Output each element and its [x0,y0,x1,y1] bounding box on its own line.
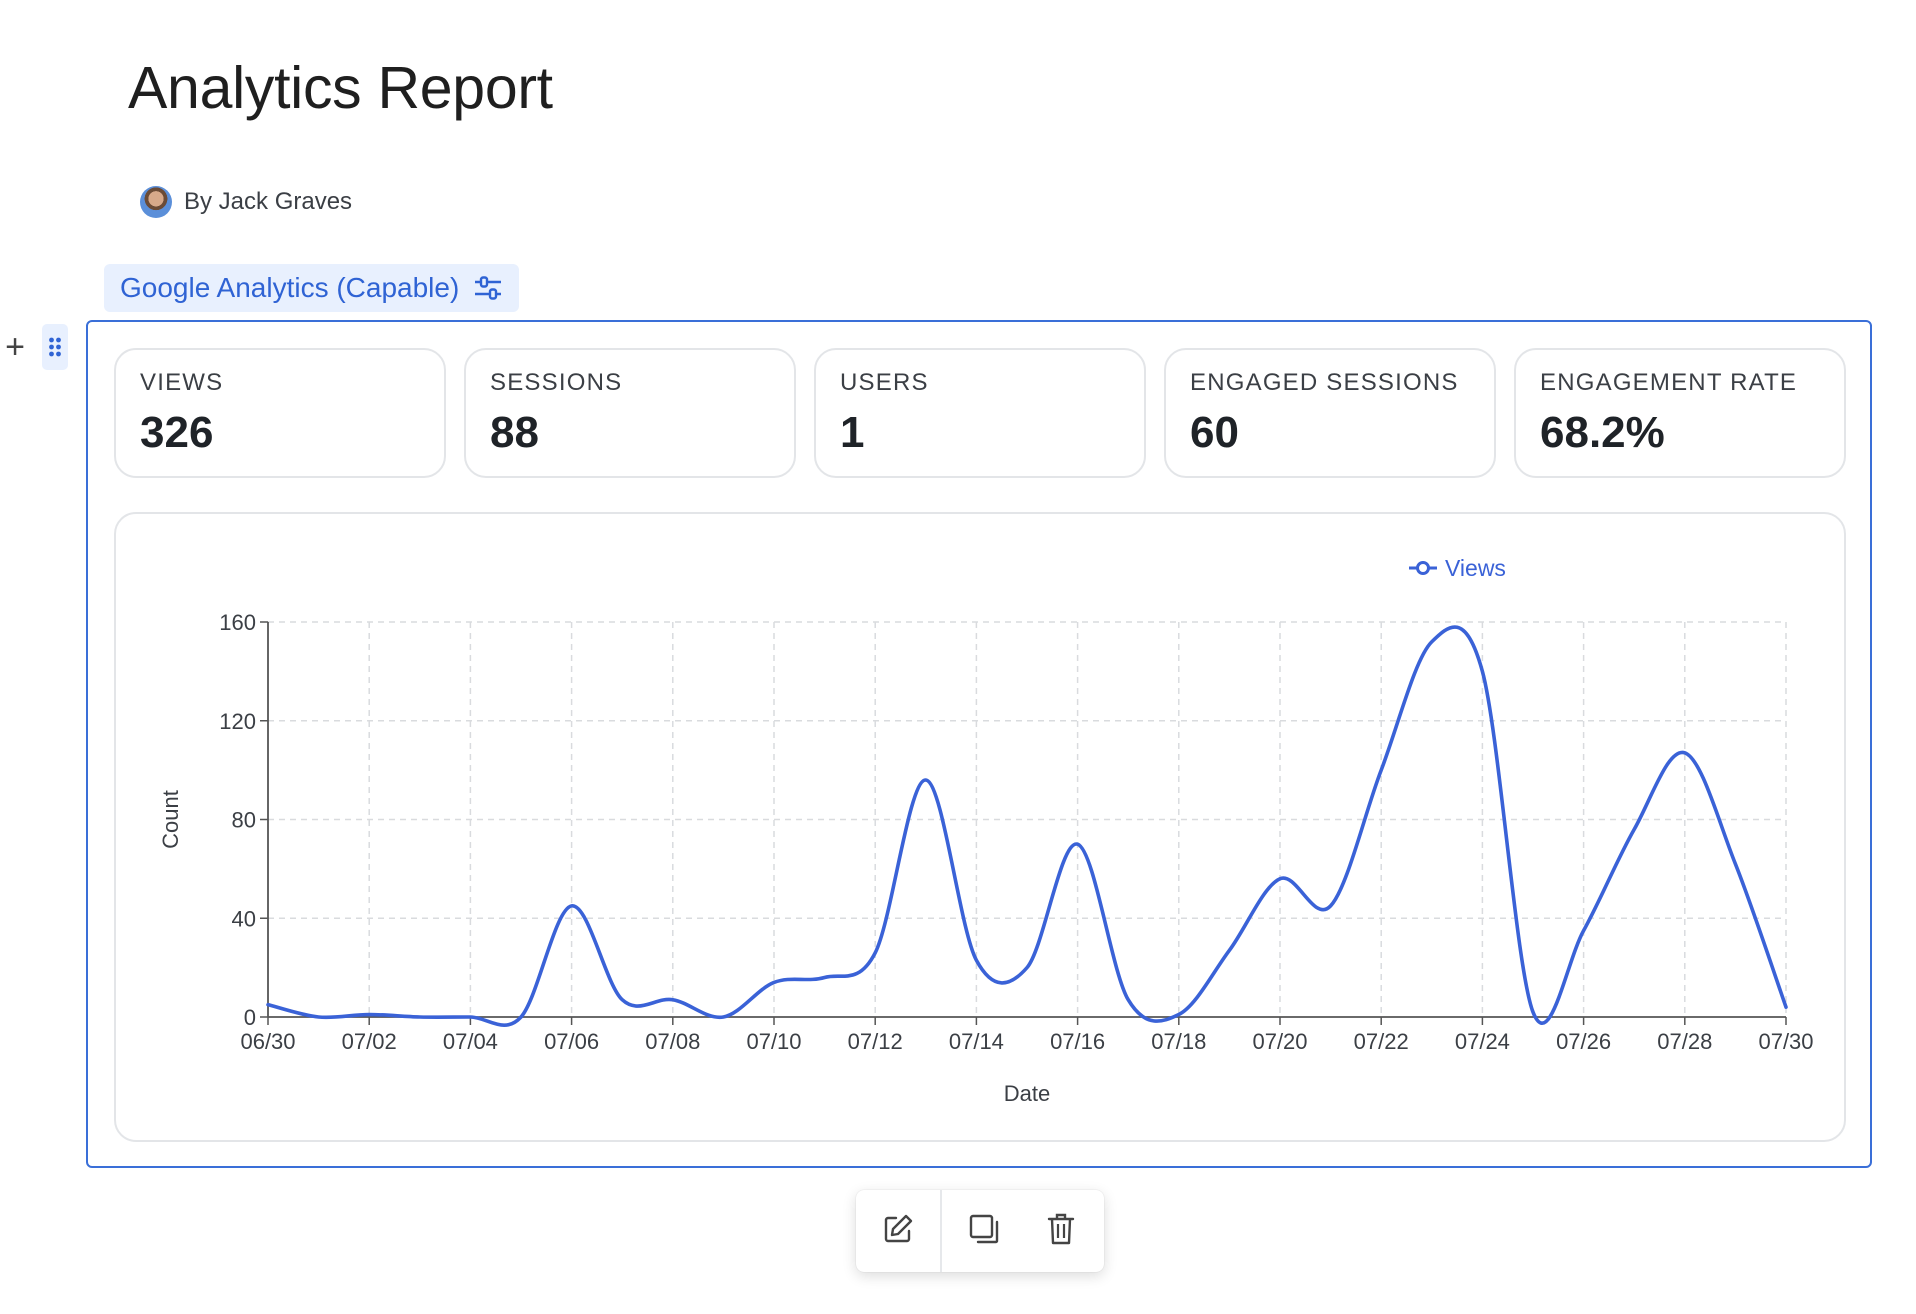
metric-card-views: VIEWS 326 [114,348,446,478]
y-tick-label: 40 [232,906,256,931]
plus-icon[interactable]: + [5,328,25,366]
metric-label: VIEWS [140,369,224,396]
delete-button[interactable] [1028,1190,1094,1272]
edit-button[interactable] [856,1190,942,1272]
y-tick-label: 80 [232,808,256,833]
x-tick-label: 07/22 [1354,1029,1409,1054]
x-tick-label: 07/04 [443,1029,498,1054]
x-tick-label: 07/28 [1657,1029,1712,1054]
x-tick-label: 07/06 [544,1029,599,1054]
data-source-chip[interactable]: Google Analytics (Capable) [104,264,520,312]
x-tick-label: 07/24 [1455,1029,1510,1054]
drag-handle-icon[interactable] [42,324,68,370]
duplicate-button[interactable] [942,1190,1028,1272]
y-axis-label: Count [158,790,183,849]
edit-icon [881,1212,915,1251]
metric-card-users: USERS 1 [814,348,1146,478]
x-tick-label: 07/18 [1151,1029,1206,1054]
x-tick-label: 07/12 [848,1029,903,1054]
x-tick-label: 07/30 [1758,1029,1813,1054]
metric-label: ENGAGED SESSIONS [1190,369,1459,396]
metric-cards: VIEWS 326 SESSIONS 88 USERS 1 ENGAGED SE… [114,348,1846,478]
metric-value: 88 [490,408,539,457]
views-line-chart: 06/30 07/02 07/04 07/06 07/08 07/10 07/12 07/14… [158,555,1814,1106]
x-tick-label: 07/20 [1252,1029,1307,1054]
metric-card-engagement-rate: ENGAGEMENT RATE 68.2% [1514,348,1846,478]
x-tick-label: 07/02 [342,1029,397,1054]
legend-marker [1416,561,1430,575]
metric-value: 326 [140,408,214,457]
views-chart-card: 06/30 07/02 07/04 07/06 07/08 07/10 07/12 07/14… [114,512,1846,1142]
block-toolbar [856,1190,1104,1272]
sliders-icon[interactable] [473,275,503,301]
metric-label: USERS [840,369,929,396]
x-tick-label: 06/30 [240,1029,295,1054]
y-tick-label: 0 [244,1005,256,1030]
legend-label-views: Views [1445,555,1506,581]
y-tick-label: 160 [219,610,256,635]
trash-icon [1046,1212,1076,1251]
page-title: Analytics Report [128,55,553,121]
metric-label: SESSIONS [490,369,623,396]
x-tick-label: 07/16 [1050,1029,1105,1054]
author-name: By Jack Graves [184,188,353,215]
block-side-tools: + [0,324,68,370]
metric-label: ENGAGEMENT RATE [1540,369,1798,396]
metric-card-sessions: SESSIONS 88 [464,348,796,478]
metric-value: 60 [1190,408,1239,457]
metric-value: 68.2% [1540,408,1665,457]
series-line-views [266,625,1788,1028]
avatar[interactable] [140,186,172,218]
metric-value: 1 [840,408,865,457]
analytics-block[interactable]: VIEWS 326 SESSIONS 88 USERS 1 ENGAGED SE… [86,320,1872,1168]
metric-card-engaged-sessions: ENGAGED SESSIONS 60 [1164,348,1496,478]
x-tick-label: 07/26 [1556,1029,1611,1054]
duplicate-icon [968,1212,1002,1251]
x-tick-label: 07/10 [746,1029,801,1054]
x-axis-label: Date [1004,1081,1050,1106]
author-byline: By Jack Graves [140,186,352,218]
y-tick-label: 120 [219,709,256,734]
x-tick-label: 07/08 [645,1029,700,1054]
data-source-label: Google Analytics (Capable) [120,272,460,303]
x-tick-label: 07/14 [949,1029,1004,1054]
